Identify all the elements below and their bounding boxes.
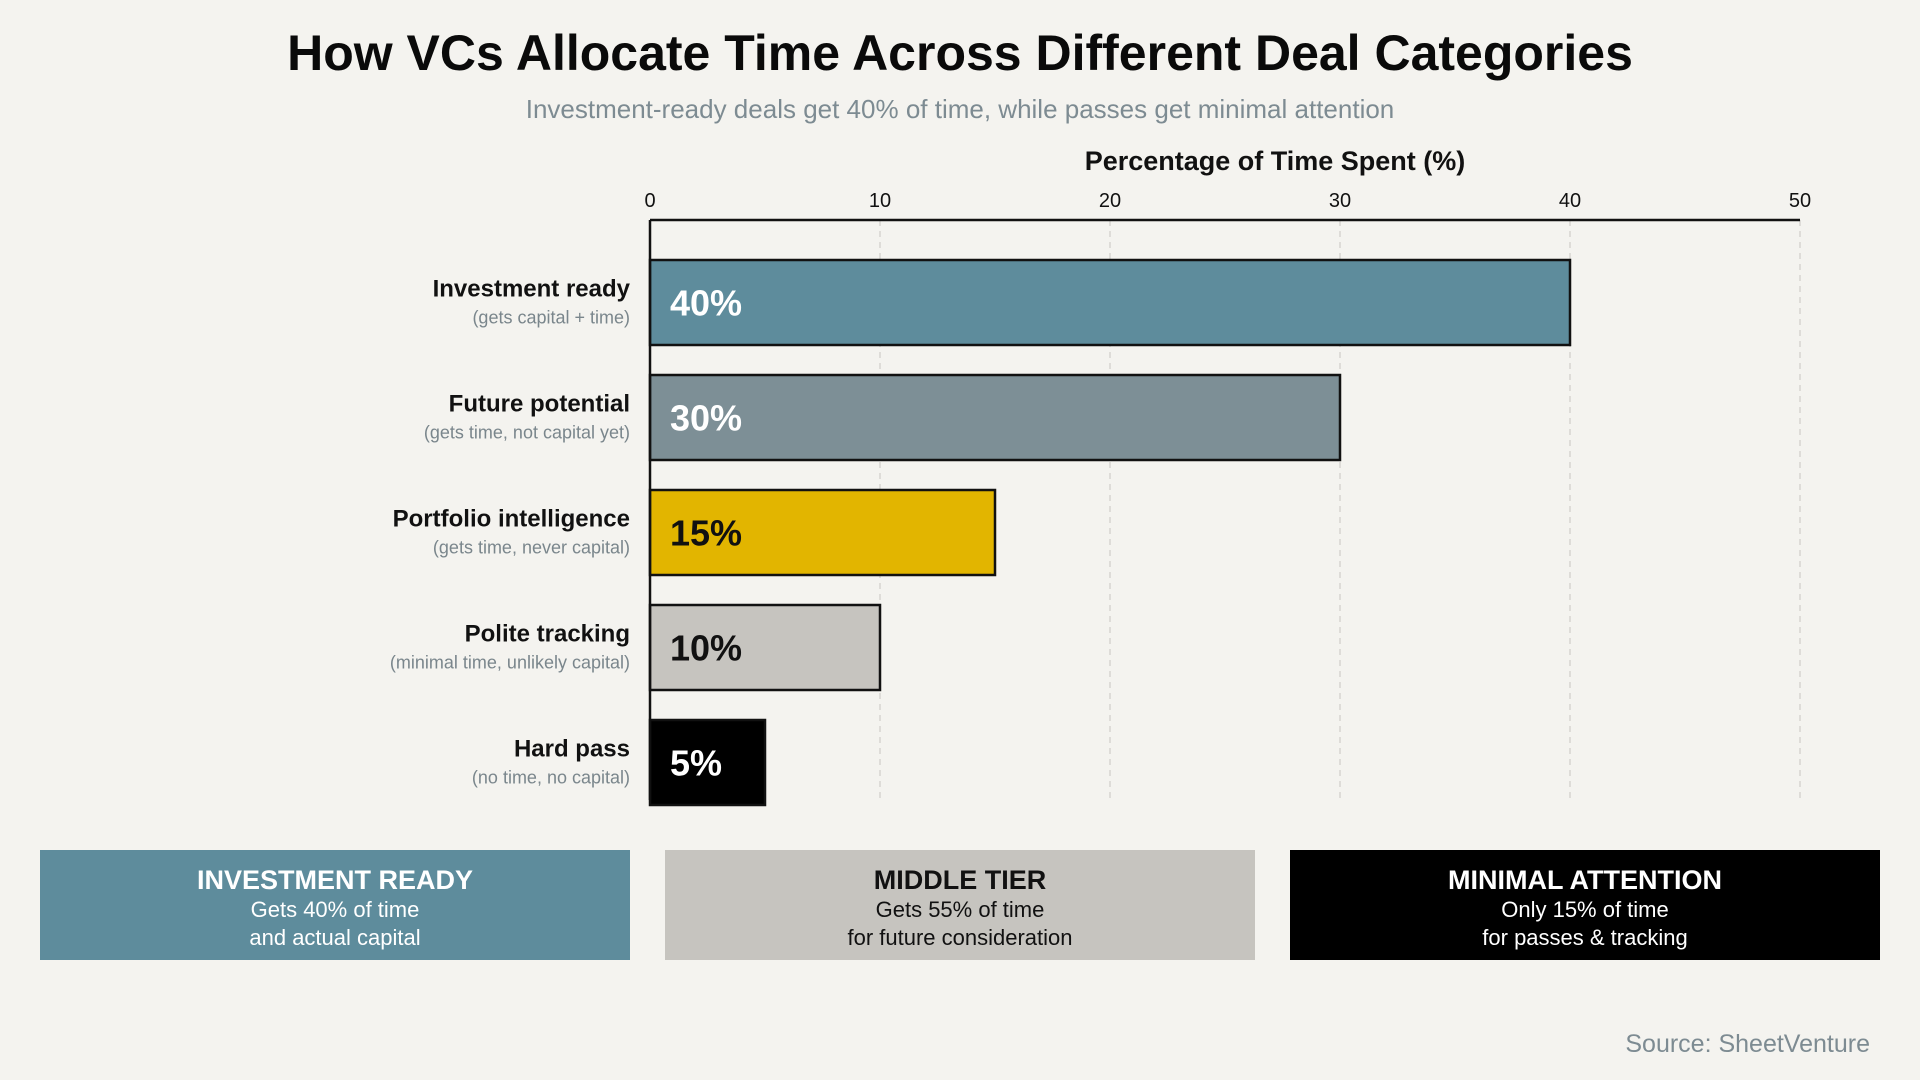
summary-box-minimal-attention: MINIMAL ATTENTION Only 15% of time for p…	[1290, 850, 1880, 960]
category-label: Future potential	[449, 391, 630, 418]
bar	[648, 603, 882, 692]
x-tick-label: 30	[1329, 190, 1351, 212]
bar	[648, 373, 1342, 462]
summary-box-line: Gets 40% of time	[250, 897, 420, 922]
summary-box-line: for passes & tracking	[1482, 925, 1688, 950]
category-subtitle: (gets time, not capital yet)	[424, 423, 630, 443]
bar	[648, 258, 1572, 347]
bar-value-label: 30%	[670, 398, 742, 439]
axes: 0 10 20 30 40 50 Investment ready (gets capital…	[390, 190, 1811, 800]
category-subtitle: (gets capital + time)	[472, 308, 630, 328]
category-subtitle: (minimal time, unlikely capital)	[390, 653, 630, 673]
category-subtitle: (no time, no capital)	[472, 768, 630, 788]
x-tick-label: 50	[1789, 190, 1811, 212]
category-label: Investment ready	[433, 276, 631, 303]
summary-box-investment-ready: INVESTMENT READY Gets 40% of time and ac…	[40, 850, 630, 960]
category-label: Portfolio intelligence	[393, 506, 630, 533]
summary-box-line: Gets 55% of time	[875, 897, 1045, 922]
summary-box-middle-tier: MIDDLE TIER Gets 55% of time for future …	[665, 850, 1255, 960]
category-subtitle: (gets time, never capital)	[433, 538, 630, 558]
summary-box-title: INVESTMENT READY	[196, 865, 474, 895]
x-tick-label: 20	[1099, 190, 1121, 212]
chart-subtitle: Investment-ready deals get 40% of time, …	[525, 94, 1395, 124]
bar-value-label: 15%	[670, 513, 742, 554]
chart-title: How VCs Allocate Time Across Different D…	[287, 25, 1633, 81]
bar	[648, 718, 767, 807]
bar-value-label: 10%	[670, 628, 742, 669]
category-label: Hard pass	[514, 736, 630, 763]
source-note: Source: SheetVenture	[1625, 1030, 1870, 1058]
bar-chart: 40% 30% 15% 10% 5% 0 10 20 30 40 50 Investment rea…	[390, 146, 1811, 807]
summary-boxes: INVESTMENT READY Gets 40% of time and ac…	[40, 850, 1880, 960]
bar-value-label: 40%	[670, 283, 742, 324]
summary-box-line: and actual capital	[249, 925, 421, 950]
bars: 40% 30% 15% 10% 5%	[648, 258, 1572, 807]
summary-box-line: Only 15% of time	[1501, 897, 1669, 922]
category-label: Polite tracking	[465, 621, 630, 648]
x-axis-title: Percentage of Time Spent (%)	[1085, 146, 1466, 176]
summary-box-title: MIDDLE TIER	[873, 865, 1047, 895]
summary-box-line: for future consideration	[847, 925, 1073, 950]
x-tick-label: 0	[644, 190, 655, 212]
summary-box-title: MINIMAL ATTENTION	[1448, 865, 1722, 895]
x-tick-label: 10	[869, 190, 891, 212]
bar-value-label: 5%	[670, 743, 722, 784]
x-tick-label: 40	[1559, 190, 1581, 212]
bar	[648, 488, 997, 577]
